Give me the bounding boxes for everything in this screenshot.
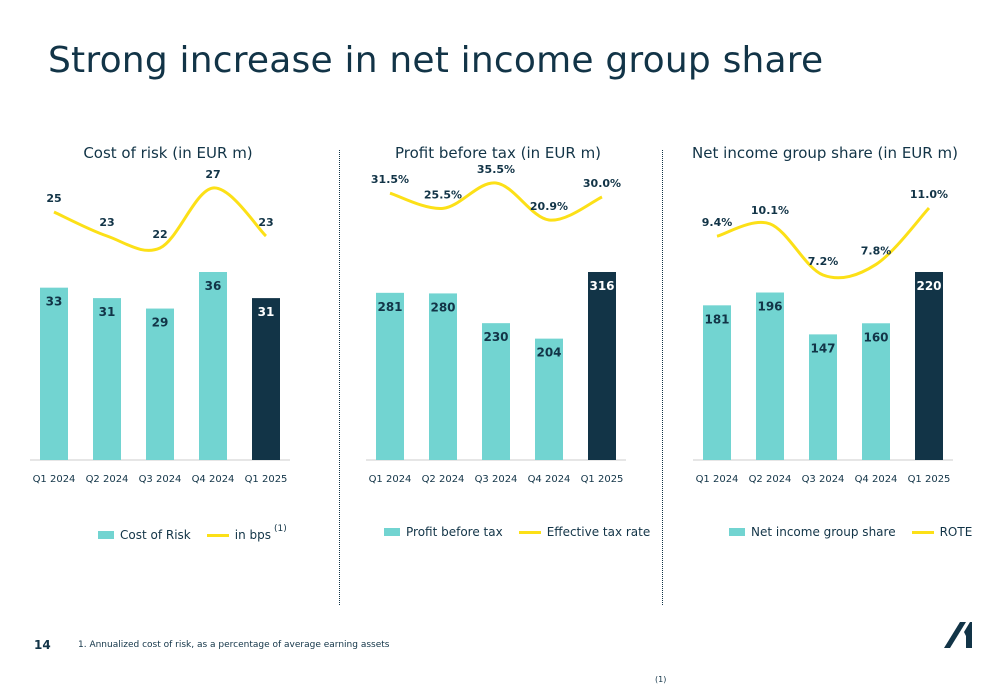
line-value-label: 10.1% (751, 204, 789, 217)
bar-q3-2024 (482, 323, 510, 460)
x-tick-label: Q3 2024 (139, 474, 182, 485)
company-logo-icon (944, 622, 972, 648)
bar-q2-2024 (429, 293, 457, 460)
bar-value-label: 196 (757, 300, 782, 314)
chart-panel-cost-of-risk: Cost of risk (in EUR m) 33 Q1 2024 31 Q2 20… (18, 130, 318, 550)
x-tick-label: Q2 2024 (749, 474, 792, 485)
bar-q1-2025 (588, 272, 616, 460)
chart-svg: 33 Q1 2024 31 Q2 2024 29 Q3 2024 36 Q4 2024 31 Q1… (30, 168, 290, 485)
line-value-label: 22 (152, 228, 167, 241)
bar-q2-2024 (93, 298, 121, 460)
bar-value-label: 181 (704, 312, 729, 326)
bar-value-label: 220 (916, 279, 941, 293)
chart-title: Net income group share (in EUR m) (692, 144, 958, 162)
page-number: 14 (34, 638, 51, 652)
bar-value-label: 316 (589, 279, 614, 293)
legend-bar-swatch (729, 528, 745, 536)
line-value-label: 25.5% (424, 188, 462, 201)
page-title: Strong increase in net income group shar… (48, 40, 824, 81)
line-value-label: 25 (46, 192, 61, 205)
line-value-label: 7.2% (808, 255, 839, 268)
legend-bar-label: Profit before tax (406, 525, 503, 539)
bar-q3-2024 (809, 334, 837, 460)
legend-line-swatch (518, 530, 541, 534)
bar-value-label: 281 (377, 300, 402, 314)
line-value-label: 23 (99, 216, 114, 229)
x-tick-label: Q4 2024 (528, 474, 571, 485)
bar-value-label: 33 (46, 295, 63, 309)
bar-q4-2024 (199, 272, 227, 460)
bar-q1-2025 (915, 272, 943, 460)
bar-q1-2024 (376, 292, 404, 460)
chart-svg: 281 Q1 2024 280 Q2 2024 230 Q3 2024 204 Q4 2024… (366, 163, 626, 485)
line-value-label: 35.5% (477, 163, 515, 176)
line-value-label: 23 (258, 216, 273, 229)
bar-q1-2024 (703, 305, 731, 460)
line-value-label: 7.8% (861, 244, 892, 257)
bar-q2-2024 (756, 292, 784, 460)
footnote-mark: (1) (655, 675, 667, 684)
legend-bar-label: Net income group share (751, 525, 896, 539)
x-tick-label: Q2 2024 (86, 474, 129, 485)
x-tick-label: Q4 2024 (855, 474, 898, 485)
legend-line-swatch (911, 530, 934, 534)
legend-line-swatch (206, 533, 229, 537)
bar-value-label: 280 (430, 300, 455, 314)
x-tick-label: Q1 2024 (33, 474, 76, 485)
line-series-effective-tax-rate (389, 181, 603, 222)
legend-bar-swatch (98, 531, 114, 539)
line-series-in-bps (53, 186, 268, 252)
legend-bar-label: Cost of Risk (120, 528, 191, 542)
line-value-label: 9.4% (702, 216, 733, 229)
bar-q1-2025 (252, 298, 280, 460)
bar-q3-2024 (146, 308, 174, 460)
line-value-label: 20.9% (530, 200, 568, 213)
panel-divider (339, 150, 340, 605)
chart-legend: Net income group share ROTE (729, 525, 972, 539)
line-series-rote (716, 206, 931, 280)
legend-line-label: ROTE (939, 525, 973, 539)
line-value-label: 30.0% (583, 177, 621, 190)
legend-bar-swatch (384, 528, 400, 536)
bar-value-label: 31 (258, 305, 275, 319)
bar-q4-2024 (862, 323, 890, 460)
chart-svg: 181 Q1 2024 196 Q2 2024 147 Q3 2024 160 Q4 2024… (693, 188, 953, 485)
footnote: 1. Annualized cost of risk, as a percent… (78, 640, 390, 650)
x-tick-label: Q3 2024 (475, 474, 518, 485)
bar-q4-2024 (535, 338, 563, 460)
x-tick-label: Q1 2024 (369, 474, 412, 485)
x-tick-label: Q2 2024 (422, 474, 465, 485)
x-tick-label: Q4 2024 (192, 474, 235, 485)
x-tick-label: Q1 2025 (581, 474, 624, 485)
bar-value-label: 160 (863, 330, 888, 344)
panel-divider (662, 150, 663, 605)
chart-panel-profit-before-tax: Profit before tax (in EUR m) 281 Q1 2024 2… (348, 130, 650, 550)
bar-q1-2024 (40, 287, 68, 460)
x-tick-label: Q1 2024 (696, 474, 739, 485)
x-tick-label: Q1 2025 (908, 474, 951, 485)
x-tick-label: Q3 2024 (802, 474, 845, 485)
bar-value-label: 36 (205, 279, 222, 293)
chart-legend: Cost of Risk in bps (1) (98, 524, 287, 542)
chart-title: Cost of risk (in EUR m) (83, 144, 253, 162)
bar-value-label: 31 (99, 305, 116, 319)
bar-value-label: 204 (536, 346, 561, 360)
line-value-label: 27 (205, 168, 220, 181)
x-tick-label: Q1 2025 (245, 474, 288, 485)
bar-value-label: 29 (152, 316, 169, 330)
chart-title: Profit before tax (in EUR m) (394, 144, 602, 162)
chart-legend: Profit before tax Effective tax rate (384, 525, 650, 539)
legend-line-label: Effective tax rate (546, 525, 651, 539)
line-value-label: 31.5% (371, 173, 409, 186)
chart-panel-net-income: Net income group share (in EUR m) 181 Q1 … (675, 130, 975, 550)
line-value-label: 11.0% (910, 188, 948, 201)
bar-value-label: 230 (483, 330, 508, 344)
bar-value-label: 147 (810, 341, 835, 355)
legend-line-label: in bps (1) (234, 524, 287, 542)
legend-footnote-mark: (1) (274, 524, 287, 534)
